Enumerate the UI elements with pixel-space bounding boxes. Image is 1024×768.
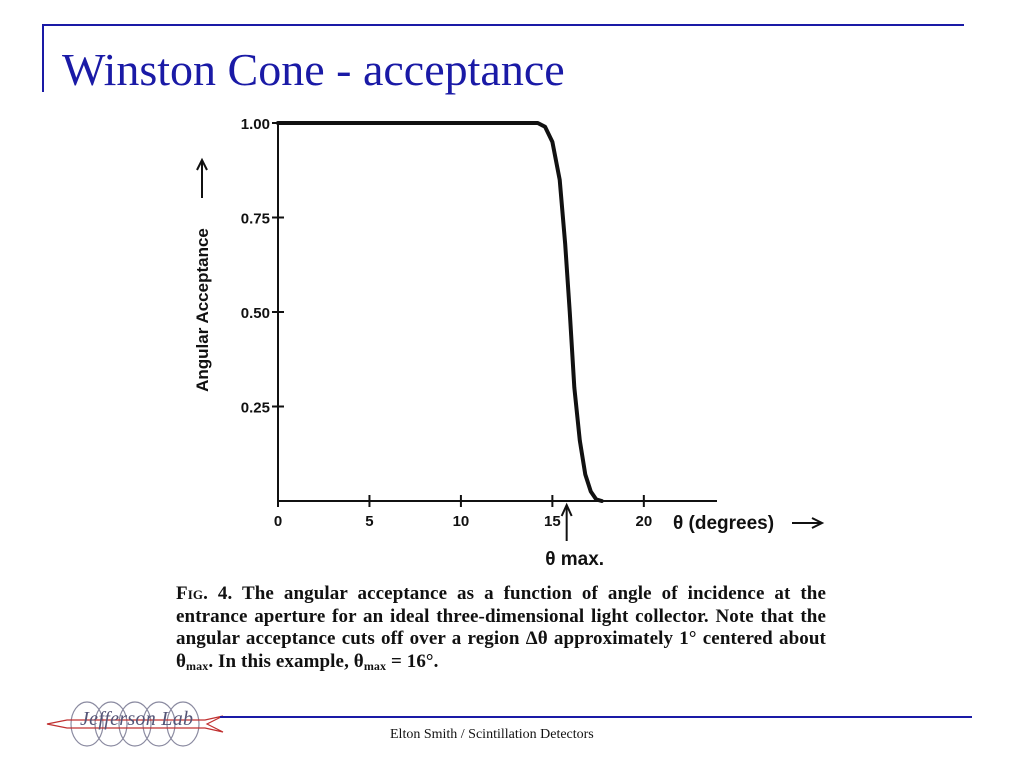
- theta-max-arrow-head: [560, 502, 573, 517]
- y-axis-arrow-head: [196, 157, 208, 171]
- jefferson-lab-logo: [46, 701, 224, 747]
- x-axis-label: θ (degrees): [673, 513, 774, 534]
- x-tick-label: 0: [274, 513, 282, 530]
- x-axis-arrow-head: [811, 517, 825, 529]
- caption-subscript-1: max: [186, 658, 209, 673]
- title-frame-top-rule: [42, 24, 964, 26]
- x-tick-label: 5: [365, 513, 373, 530]
- caption-fig-label: Fig. 4.: [176, 583, 233, 604]
- footer-rule: [220, 716, 972, 718]
- slide-title: Winston Cone - acceptance: [62, 44, 565, 95]
- logo-text: Jefferson Lab: [80, 708, 194, 730]
- caption-subscript-2: max: [363, 658, 387, 673]
- footer-text: Elton Smith / Scintillation Detectors: [390, 727, 594, 742]
- y-tick-label: 1.00: [241, 116, 270, 133]
- theta-max-label: θ max.: [545, 549, 604, 570]
- caption-text-part3: = 16°.: [386, 650, 439, 672]
- y-tick-label: 0.25: [241, 400, 270, 417]
- y-tick-label: 0.75: [241, 211, 270, 228]
- x-tick-label: 10: [453, 513, 470, 530]
- y-axis-label: Angular Acceptance: [193, 228, 212, 392]
- acceptance-series-line: [276, 121, 604, 503]
- chart-axes: [277, 123, 717, 502]
- chart-curve-group: [276, 121, 604, 503]
- x-tick-label: 20: [635, 513, 652, 530]
- y-tick-label: 0.50: [241, 305, 270, 322]
- caption-text-part2: . In this example, θ: [208, 650, 364, 672]
- chart-ticks: 0 5 10 15 20 1.00 0.75 0.50 0.25: [241, 116, 652, 530]
- angular-acceptance-chart: 0 5 10 15 20 1.00 0.75 0.50 0.25 Angular Accepta…: [193, 116, 825, 570]
- figure-caption: Fig. 4. The angular acceptance as a func…: [176, 583, 826, 677]
- chart-labels: Angular Acceptance θ (degrees) θ max.: [193, 157, 825, 570]
- caption-text-part1: The angular acceptance as a function of …: [176, 583, 827, 672]
- x-tick-label: 15: [544, 513, 561, 530]
- title-frame-left-rule: [42, 24, 44, 92]
